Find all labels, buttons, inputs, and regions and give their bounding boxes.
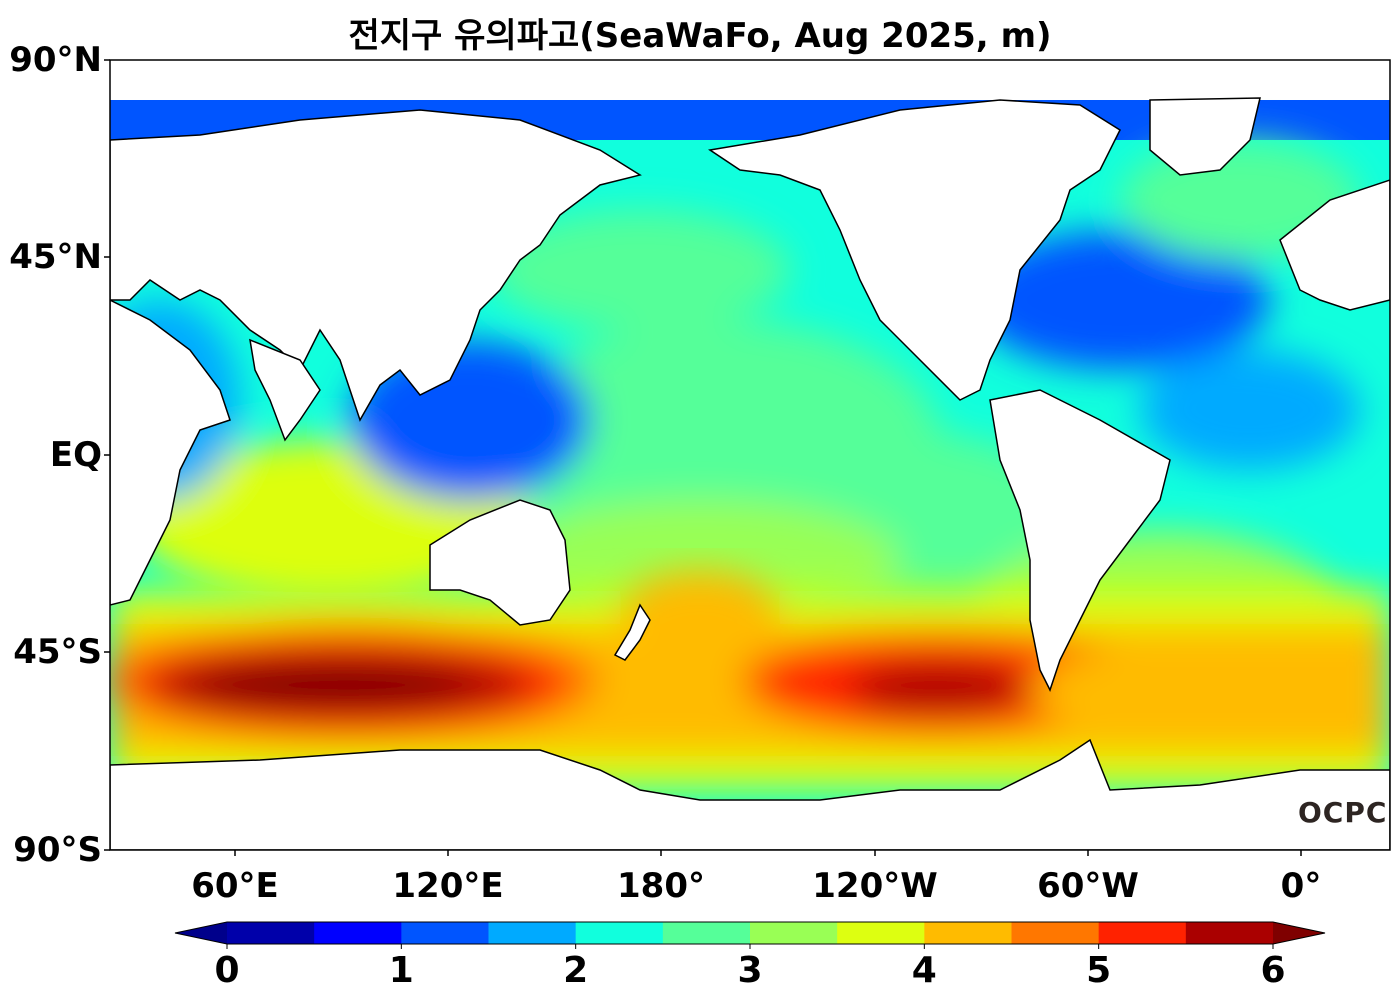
colorbar-segment bbox=[488, 922, 577, 944]
y-tick-marks bbox=[104, 59, 110, 851]
colorbar-tick-label: 6 bbox=[1260, 950, 1286, 991]
colorbar-tick-label: 3 bbox=[737, 950, 763, 991]
colorbar-segment bbox=[837, 922, 925, 944]
x-tick-label-60e: 60°E bbox=[191, 866, 279, 906]
land-greenland bbox=[1149, 97, 1261, 176]
x-tick-label-120w: 120°W bbox=[812, 866, 938, 906]
colorbar-segment bbox=[924, 922, 1012, 944]
colorbar-segment bbox=[227, 922, 315, 944]
land-india bbox=[249, 338, 321, 442]
map-title: 전지구 유의파고(SeaWaFo, Aug 2025, m) bbox=[348, 16, 1052, 56]
land-north-america bbox=[708, 99, 1121, 401]
colorbar-segment bbox=[314, 922, 402, 944]
colorbar-tick-label: 4 bbox=[911, 950, 937, 991]
land-asia bbox=[110, 109, 642, 422]
colorbar-tick-label: 0 bbox=[214, 950, 240, 991]
y-tick-label-90s: 90°S bbox=[13, 830, 102, 870]
colorbar-segment bbox=[1011, 922, 1100, 944]
y-tick-label-45n: 45°N bbox=[9, 237, 102, 277]
colorbar-tick-label: 5 bbox=[1086, 950, 1112, 991]
y-tick-label-90n: 90°N bbox=[9, 40, 102, 80]
x-tick-label-0: 0° bbox=[1280, 866, 1322, 906]
colorbar-segment bbox=[662, 922, 751, 944]
land-south-america bbox=[989, 389, 1171, 692]
wave-height-field bbox=[110, 100, 1390, 800]
colorbar-tick-label: 1 bbox=[388, 950, 414, 991]
land-australia bbox=[429, 499, 571, 626]
colorbar-segment bbox=[1185, 922, 1274, 944]
land-masses bbox=[110, 97, 1390, 850]
land-antarctica bbox=[110, 738, 1390, 850]
land-new-zealand bbox=[613, 603, 651, 661]
x-tick-marks bbox=[234, 850, 1302, 856]
colorbar-segment bbox=[575, 922, 664, 944]
x-tick-label-120e: 120°E bbox=[392, 866, 504, 906]
colorbar-segment bbox=[401, 922, 489, 944]
x-tick-label-180: 180° bbox=[617, 866, 705, 906]
colorbar-segment bbox=[750, 922, 838, 944]
x-tick-label-60w: 60°W bbox=[1037, 866, 1139, 906]
y-tick-label-45s: 45°S bbox=[13, 632, 102, 672]
y-tick-label-eq: EQ bbox=[49, 435, 102, 475]
colorbar-over-arrow bbox=[1273, 922, 1325, 944]
ocpc-logo: OCPC bbox=[1298, 796, 1388, 829]
land-africa bbox=[110, 299, 231, 606]
colorbar bbox=[174, 921, 1326, 949]
land-europe bbox=[1279, 179, 1390, 311]
colorbar-tick-label: 2 bbox=[563, 950, 589, 991]
colorbar-under-arrow bbox=[175, 922, 227, 944]
colorbar-segment bbox=[1098, 922, 1187, 944]
